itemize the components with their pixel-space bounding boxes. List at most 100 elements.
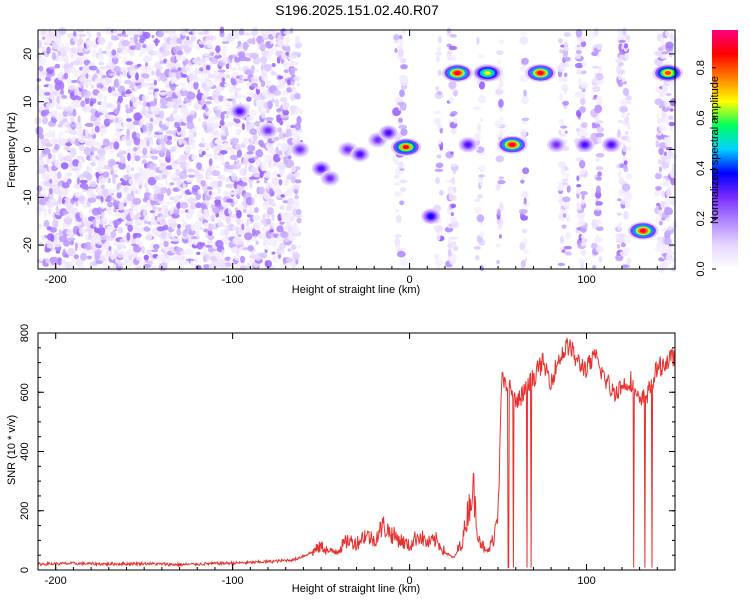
spectrogram-cell [43, 164, 48, 169]
spectrogram-cell [126, 232, 131, 241]
spectrogram-cell [208, 164, 212, 171]
spectrogram-cell [294, 194, 299, 200]
spectrogram-cell [230, 213, 238, 219]
spectrogram-cell [557, 184, 564, 192]
spectrogram-cell [87, 31, 92, 39]
spectrogram-cell [658, 147, 664, 156]
spectrogram-cell [216, 165, 220, 169]
spectrogram-peak [608, 142, 614, 147]
spectrogram-cell [228, 32, 233, 39]
spectrogram-cell [219, 153, 225, 163]
spectrogram-cell [205, 64, 211, 71]
spectrogram-cell [267, 207, 274, 216]
spectrogram-cell [253, 207, 259, 213]
spectrogram-cell [479, 117, 484, 122]
spectrogram-cell [165, 178, 169, 188]
spectrogram-cell [129, 45, 137, 51]
spectrogram-cell [215, 144, 223, 153]
spectrogram-cell [137, 78, 145, 84]
spectrogram-cell [578, 106, 587, 113]
spectrogram-cell [478, 231, 484, 238]
spectrogram-cell [279, 154, 283, 158]
spectrogram-cell [119, 73, 123, 79]
spectrogram-cell [448, 81, 457, 90]
spectrogram-cell [228, 206, 232, 215]
spectrogram-cell [54, 143, 60, 151]
spectrogram-cell [134, 205, 138, 213]
spectrogram-cell [272, 47, 277, 52]
spectrogram-cell [88, 65, 98, 71]
spectrogram-cell [522, 167, 530, 175]
spectrogram-cell [132, 225, 137, 229]
spectrogram-cell [292, 208, 298, 217]
spectrogram-cell [138, 99, 142, 106]
spectrogram-cell [283, 179, 290, 187]
spectrogram-cell [148, 113, 155, 118]
spectrogram-cell [656, 117, 663, 125]
y-tick-label: 0 [22, 146, 34, 152]
spectrogram-cell [290, 60, 299, 66]
spectrogram-cell [108, 86, 112, 94]
spectrogram-cell [151, 70, 155, 76]
spectrogram-cell [281, 137, 290, 142]
spectrogram-cell [153, 218, 159, 226]
spectrogram-cell [42, 147, 51, 155]
spectrogram-cell [434, 176, 441, 185]
spectrogram-cell [134, 155, 141, 162]
spectrogram-cell [230, 95, 234, 100]
spectrogram-cell [665, 140, 672, 144]
spectrogram-cell [478, 174, 485, 178]
spectrogram-cell [117, 261, 124, 267]
spectrogram-cell [564, 130, 568, 134]
spectrogram-cell [557, 262, 566, 267]
spectrogram-cell [73, 254, 79, 260]
spectrogram-cell [200, 97, 205, 107]
spectrogram-cell [183, 125, 188, 130]
spectrogram-cell [394, 48, 398, 53]
spectrogram-cell [99, 70, 104, 77]
spectrogram-cell [656, 113, 660, 119]
spectrogram-cell [113, 169, 118, 175]
spectrogram-cell [108, 219, 114, 226]
spectrogram-cell [576, 210, 586, 220]
spectrogram-cell [218, 71, 225, 78]
spectrogram-cell [617, 198, 622, 202]
spectrogram-cell [577, 36, 585, 43]
spectrogram-cell [253, 69, 260, 73]
spectrogram-cell [473, 246, 481, 250]
spectrogram-cell [393, 191, 403, 197]
spectrogram-cell [399, 74, 408, 83]
spectrogram-cell [174, 121, 181, 129]
spectrogram-cell [116, 253, 125, 259]
spectrogram-cell [240, 95, 247, 98]
spectrogram-cell [660, 55, 668, 60]
spectrogram-cell [154, 91, 158, 99]
spectrogram-cell [43, 208, 48, 217]
spectrogram-cell [253, 75, 261, 80]
spectrogram-cell [293, 171, 300, 178]
spectrogram-cell [226, 146, 233, 151]
spectrogram-cell [146, 249, 152, 256]
spectrogram-cell [660, 201, 667, 206]
spectrogram-cell [207, 229, 213, 237]
spectrogram-cell [654, 50, 662, 56]
spectrogram-cell [256, 221, 260, 228]
spectrogram-cell [394, 234, 402, 238]
spectrogram-cell [123, 186, 128, 192]
spectrogram-cell [38, 242, 44, 247]
spectrogram-cell [243, 32, 252, 36]
spectrogram-cell [669, 169, 675, 176]
spectrogram-cell [437, 138, 442, 145]
colorbar-tick-label: 0.8 [695, 60, 707, 75]
spectrogram-cell [118, 78, 122, 85]
spectrogram-cell [242, 247, 249, 251]
spectrogram-cell [75, 169, 80, 179]
spectrogram-cell [448, 54, 456, 59]
spectrogram-cell [62, 248, 66, 256]
spectrogram-cell [90, 60, 95, 67]
spectrogram-cell [143, 40, 148, 45]
spectrogram-cell [271, 221, 276, 227]
spectrogram-cell [574, 62, 584, 69]
spectrogram-cell [664, 197, 673, 206]
